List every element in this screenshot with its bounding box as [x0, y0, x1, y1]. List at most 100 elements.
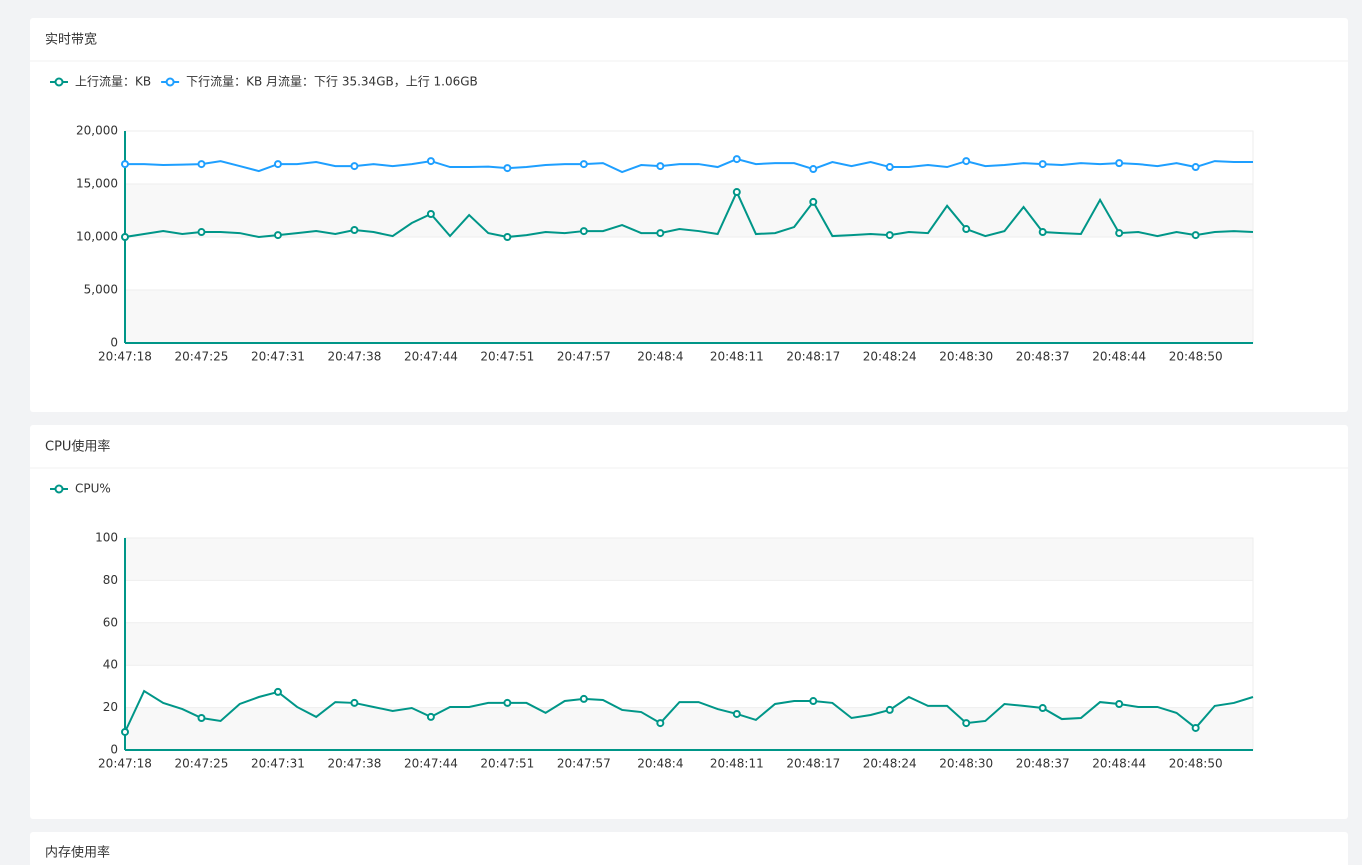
point-marker: [426, 712, 435, 721]
x-tick-label: 20:48:44: [1092, 757, 1146, 771]
series-line: [124, 689, 1254, 733]
x-tick-label: 20:48:24: [863, 350, 917, 364]
point-marker: [656, 719, 665, 728]
point-marker: [962, 225, 971, 234]
split-area: [125, 184, 1253, 237]
split-area: [125, 237, 1253, 290]
point-marker: [197, 160, 206, 169]
point-marker: [1191, 723, 1200, 732]
y-tick-label: 100: [95, 531, 118, 545]
point-marker: [962, 719, 971, 728]
point-marker: [350, 226, 359, 235]
x-tick-label: 20:47:44: [404, 757, 458, 771]
y-tick-label: 15,000: [76, 177, 118, 191]
legend-label: 上行流量：KB: [75, 75, 151, 89]
point-marker: [732, 188, 741, 197]
x-tick-label: 20:47:38: [327, 757, 381, 771]
x-tick-label: 20:47:31: [251, 757, 305, 771]
point-marker: [1115, 699, 1124, 708]
legend-icon: [54, 484, 64, 494]
y-tick-label: 0: [110, 743, 118, 757]
y-tick-label: 40: [103, 658, 118, 672]
point-marker: [579, 694, 588, 703]
x-tick-label: 20:48:30: [939, 757, 993, 771]
y-tick-label: 60: [103, 615, 118, 629]
x-tick-label: 20:48:4: [637, 350, 683, 364]
y-tick-label: 20,000: [76, 124, 118, 138]
point-marker: [1038, 704, 1047, 713]
split-area: [125, 131, 1253, 184]
split-area: [125, 622, 1253, 666]
point-marker: [350, 698, 359, 707]
point-marker: [1191, 231, 1200, 240]
legend-label: CPU%: [75, 482, 111, 496]
y-tick-label: 80: [103, 573, 118, 587]
point-marker: [197, 228, 206, 237]
point-marker: [1191, 163, 1200, 172]
x-tick-label: 20:47:25: [175, 350, 229, 364]
panel: [30, 832, 1348, 865]
point-marker: [962, 157, 971, 166]
point-marker: [1115, 159, 1124, 168]
x-tick-label: 20:47:31: [251, 350, 305, 364]
legend-icon: [54, 77, 64, 87]
point-marker: [656, 229, 665, 238]
x-tick-label: 20:48:4: [637, 757, 683, 771]
point-marker: [121, 233, 129, 241]
point-marker: [809, 197, 818, 206]
x-tick-label: 20:47:57: [557, 757, 611, 771]
point-marker: [809, 165, 818, 174]
y-tick-label: 20: [103, 700, 118, 714]
point-marker: [503, 233, 512, 241]
legend-label: 下行流量：KB 月流量：下行 35.34GB，上行 1.06GB: [186, 75, 478, 89]
point-marker: [579, 160, 588, 169]
point-marker: [121, 160, 129, 169]
x-tick-label: 20:47:38: [327, 350, 381, 364]
point-marker: [1115, 229, 1124, 238]
x-tick-label: 20:47:51: [480, 757, 534, 771]
point-marker: [732, 709, 741, 718]
panel-title: CPU使用率: [45, 439, 110, 455]
point-marker: [885, 231, 894, 240]
legend-icon: [165, 77, 175, 87]
y-tick-label: 10,000: [76, 230, 118, 244]
x-tick-label: 20:48:44: [1092, 350, 1146, 364]
point-marker: [809, 697, 818, 706]
point-marker: [885, 705, 894, 714]
x-tick-label: 20:47:57: [557, 350, 611, 364]
x-tick-label: 20:48:50: [1169, 350, 1223, 364]
panel-title: 内存使用率: [45, 845, 110, 861]
panel-title: 实时带宽: [45, 32, 97, 48]
x-tick-label: 20:47:51: [480, 350, 534, 364]
series-line: [124, 189, 1254, 239]
split-area: [125, 538, 1253, 581]
x-tick-label: 20:48:24: [863, 757, 917, 771]
x-tick-label: 20:48:11: [710, 350, 764, 364]
split-area: [125, 580, 1253, 623]
x-tick-label: 20:48:30: [939, 350, 993, 364]
point-marker: [885, 163, 894, 172]
point-marker: [1038, 160, 1047, 169]
point-marker: [1038, 228, 1047, 237]
series-line: [125, 158, 1253, 174]
x-tick-label: 20:47:44: [404, 350, 458, 364]
x-tick-label: 20:48:11: [710, 757, 764, 771]
x-tick-label: 20:48:37: [1016, 757, 1070, 771]
x-tick-label: 20:48:17: [786, 350, 840, 364]
x-tick-label: 20:47:18: [98, 757, 152, 771]
point-marker: [426, 157, 435, 166]
point-marker: [503, 698, 512, 707]
x-tick-label: 20:47:18: [98, 350, 152, 364]
point-marker: [503, 164, 512, 173]
point-marker: [121, 727, 129, 736]
y-tick-label: 5,000: [84, 283, 118, 297]
x-tick-label: 20:48:50: [1169, 757, 1223, 771]
x-tick-label: 20:48:37: [1016, 350, 1070, 364]
x-tick-label: 20:48:17: [786, 757, 840, 771]
y-tick-label: 0: [110, 336, 118, 350]
point-marker: [273, 687, 282, 696]
split-area: [125, 290, 1253, 343]
point-marker: [426, 209, 435, 218]
